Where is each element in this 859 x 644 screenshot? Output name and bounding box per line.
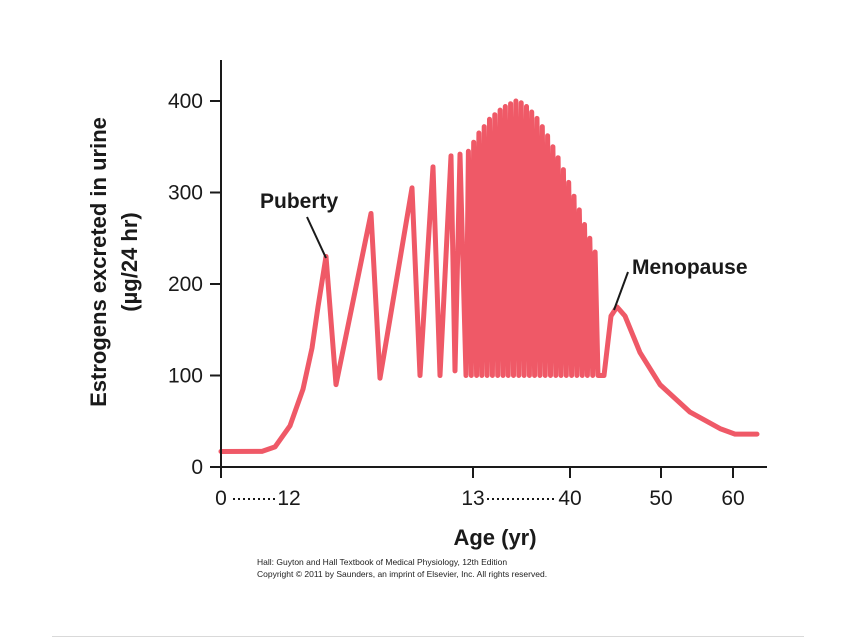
y-axis-title-line1: Estrogens excreted in urine xyxy=(86,117,111,407)
x-tick-label: 60 xyxy=(721,487,744,510)
puberty-pointer xyxy=(306,216,327,259)
plot-area xyxy=(218,98,760,454)
menopause-pointer xyxy=(613,271,629,311)
estrogen-series-line xyxy=(218,98,760,454)
y-tick-label: 200 xyxy=(168,273,203,296)
y-axis-title-line2: (µg/24 hr) xyxy=(117,212,142,311)
credit-line-1: Hall: Guyton and Hall Textbook of Medica… xyxy=(257,557,507,567)
y-tick-label: 300 xyxy=(168,182,203,205)
menopause-label: Menopause xyxy=(632,256,748,279)
puberty-label: Puberty xyxy=(260,190,339,213)
x-tick-label: 40 xyxy=(558,487,581,510)
x-ticks: 0 12 13 40 50 60 xyxy=(215,467,745,510)
y-tick-label: 400 xyxy=(168,90,203,113)
y-ticks: 0 100 200 300 400 xyxy=(168,90,221,479)
x-axis-title: Age (yr) xyxy=(453,525,536,550)
axes xyxy=(210,60,767,468)
x-tick-label: 50 xyxy=(649,487,672,510)
y-tick-label: 0 xyxy=(191,456,203,479)
x-tick-label: 12 xyxy=(277,487,300,510)
credit-line-2: Copyright © 2011 by Saunders, an imprint… xyxy=(257,569,547,579)
x-tick-label: 0 xyxy=(215,487,227,510)
x-tick-label: 13 xyxy=(461,487,484,510)
y-tick-label: 100 xyxy=(168,365,203,388)
bottom-divider xyxy=(52,636,804,637)
